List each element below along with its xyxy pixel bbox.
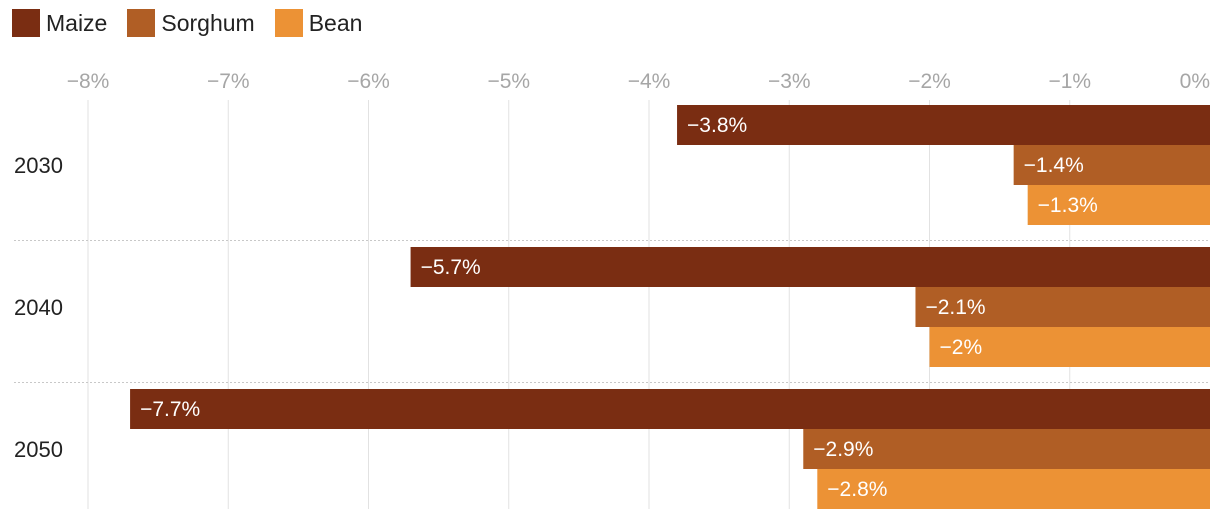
x-tick-label: −5% [487,70,530,93]
category-label-2030: 2030 [14,153,63,178]
data-label: −5.7% [421,256,481,279]
x-tick-label: −2% [908,70,951,93]
x-tick-label: −4% [628,70,671,93]
legend-item-sorghum[interactable]: Sorghum [127,9,255,37]
data-label: −2.8% [827,478,887,501]
legend-label-bean: Bean [308,9,363,36]
bar-sorghum-2050[interactable] [803,429,1210,469]
legend-swatch-bean [274,9,303,37]
data-label: −2% [940,336,983,359]
data-label: −7.7% [140,398,200,421]
legend-swatch-sorghum [127,9,156,37]
x-tick-label: −7% [207,70,250,93]
x-tick-label: −1% [1048,70,1091,93]
data-label: −2.1% [925,296,985,319]
x-tick-label: −8% [67,70,110,93]
legend-label-maize: Maize [46,9,108,36]
bar-sorghum-2040[interactable] [915,287,1210,327]
bar-maize-2040[interactable] [410,247,1210,287]
data-label: −1.3% [1038,194,1098,217]
x-axis-ticks: −8% −7% −6% −5% −4% −3% −2% −1% 0% [67,70,1210,93]
category-label-2050: 2050 [14,437,63,462]
legend-item-bean[interactable]: Bean [274,9,363,37]
legend-label-sorghum: Sorghum [161,9,255,36]
data-label: −3.8% [687,114,747,137]
data-label: −2.9% [813,438,873,461]
legend-swatch-maize [12,9,40,37]
data-label: −1.4% [1024,154,1084,177]
legend-item-maize[interactable]: Maize [12,9,107,37]
bar-sorghum-2030[interactable] [1013,145,1210,185]
category-label-2040: 2040 [14,295,63,320]
bar-bean-2050[interactable] [817,469,1210,509]
x-tick-label: 0% [1180,70,1210,93]
bar-maize-2030[interactable] [677,105,1210,145]
bar-maize-2050[interactable] [130,389,1211,429]
category-labels: 2030 2040 2050 [14,153,63,462]
bar-layer: −3.8% −1.4% −1.3% −5.7% −2.1% −2% −7.7% −2.9% −2… [130,105,1211,509]
x-tick-label: −3% [768,70,811,93]
bar-bean-2030[interactable] [1027,185,1210,225]
bar-bean-2040[interactable] [929,327,1211,367]
legend: Maize Sorghum Bean [12,8,382,38]
x-tick-label: −6% [347,70,390,93]
